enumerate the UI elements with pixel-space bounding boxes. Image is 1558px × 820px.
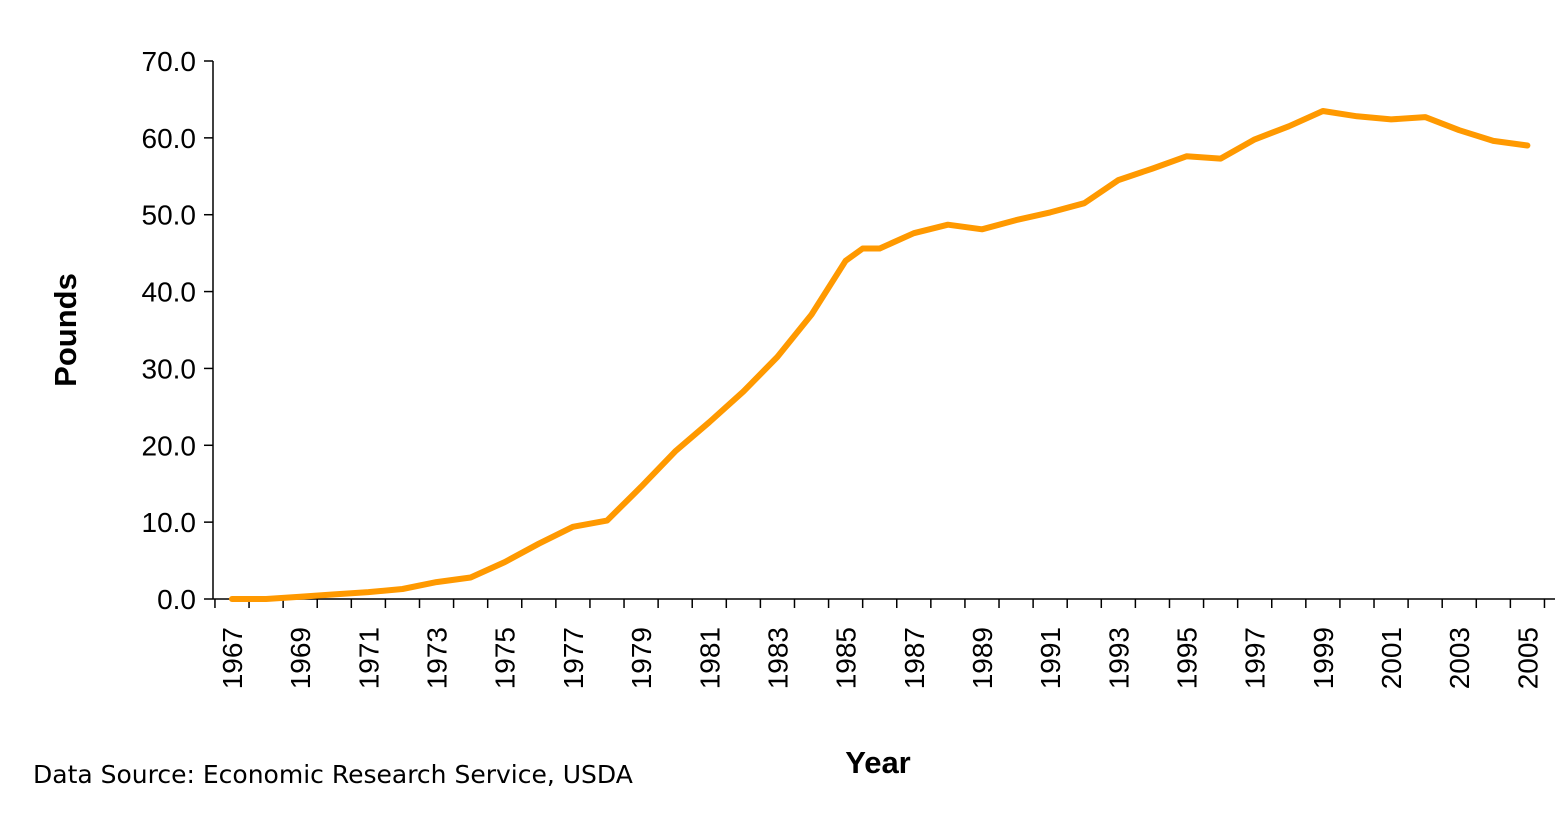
- y-tick-label: 20.0: [142, 430, 197, 461]
- x-tick-label: 1989: [967, 627, 998, 689]
- x-tick-label: 1973: [422, 627, 453, 689]
- y-tick-label: 50.0: [142, 200, 197, 231]
- x-tick-label: 1985: [831, 627, 862, 689]
- x-tick-label: 1983: [762, 627, 793, 689]
- y-tick-label: 0.0: [157, 584, 196, 615]
- x-tick-label: 2003: [1444, 627, 1475, 689]
- data-source-note: Data Source: Economic Research Service, …: [33, 760, 633, 789]
- x-tick-label: 1997: [1240, 627, 1271, 689]
- y-tick-label: 30.0: [142, 353, 197, 384]
- x-tick-label: 1987: [899, 627, 930, 689]
- series-line: [229, 108, 1531, 602]
- x-axis-ticks: 1967 1969 1971 1973 1975 1977 1979 1981 1983 1985…: [214, 599, 1546, 689]
- x-tick-label: 1967: [217, 627, 248, 689]
- x-tick-label: 1991: [1035, 627, 1066, 689]
- x-tick-label: 1971: [353, 627, 384, 689]
- y-axis-ticks: 0.0 10.0 20.0 30.0 40.0 50.0 60.0 70.0: [142, 46, 213, 615]
- y-tick-label: 70.0: [142, 46, 197, 77]
- x-tick-label: 1975: [490, 627, 521, 689]
- x-tick-label: 1981: [694, 627, 725, 689]
- y-axis-title: Pounds: [48, 273, 83, 387]
- x-tick-label: 2005: [1512, 627, 1543, 689]
- x-tick-label: 1969: [285, 627, 316, 689]
- x-tick-label: 1995: [1172, 627, 1203, 689]
- x-tick-label: 1999: [1308, 627, 1339, 689]
- y-tick-label: 10.0: [142, 507, 197, 538]
- x-axis-title: Year: [845, 745, 911, 780]
- x-tick-label: 2001: [1376, 627, 1407, 689]
- x-tick-label: 1993: [1103, 627, 1134, 689]
- y-tick-label: 60.0: [142, 123, 197, 154]
- y-tick-label: 40.0: [142, 277, 197, 308]
- x-tick-label: 1977: [558, 627, 589, 689]
- x-tick-label: 1979: [626, 627, 657, 689]
